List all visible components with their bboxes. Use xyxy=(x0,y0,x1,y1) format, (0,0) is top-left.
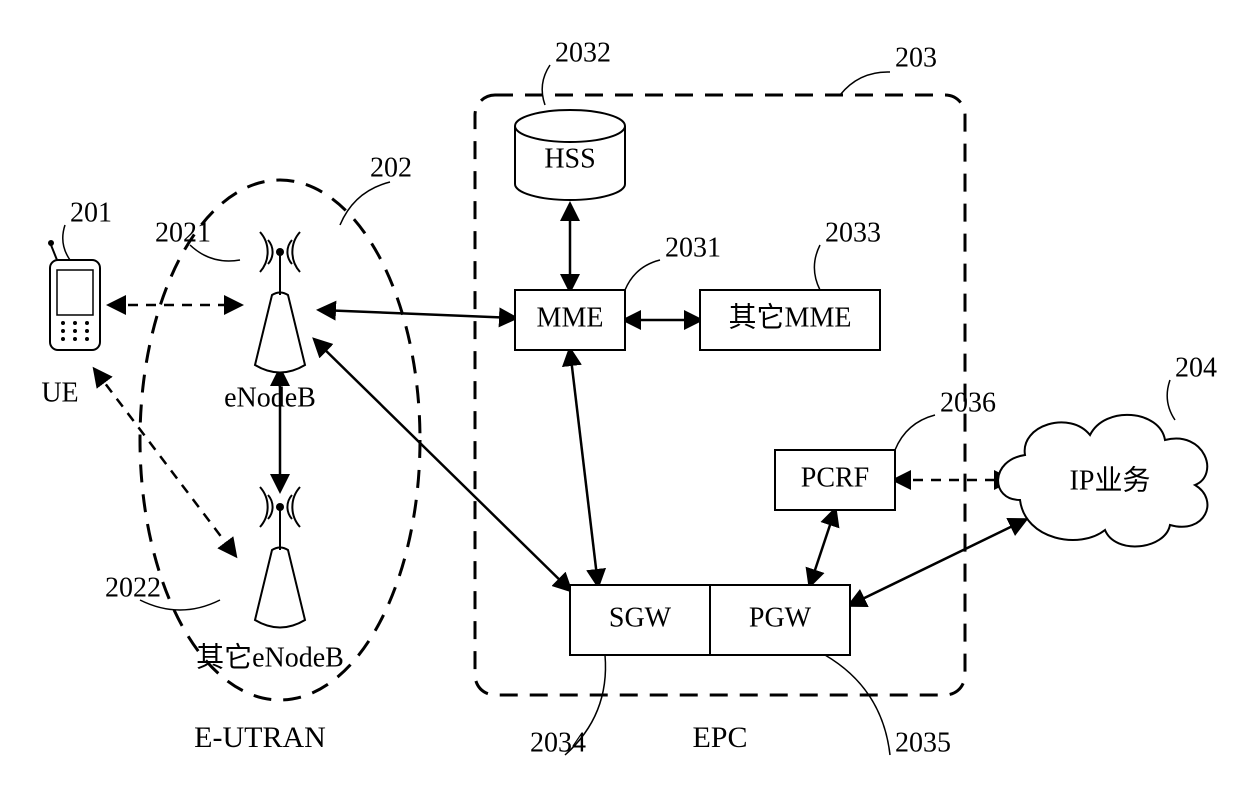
svg-text:2032: 2032 xyxy=(555,37,611,68)
svg-text:UE: UE xyxy=(41,377,78,408)
svg-text:2031: 2031 xyxy=(665,232,721,263)
pgw-box: PGW xyxy=(710,585,850,655)
svg-text:204: 204 xyxy=(1175,352,1217,383)
svg-text:SGW: SGW xyxy=(609,602,672,633)
svg-text:202: 202 xyxy=(370,152,412,183)
svg-text:2035: 2035 xyxy=(895,727,951,758)
svg-text:MME: MME xyxy=(537,302,604,333)
svg-text:HSS: HSS xyxy=(544,143,595,174)
edge-ue-enb2 xyxy=(95,370,235,555)
other-mme-box: 其它MME xyxy=(700,290,880,350)
svg-text:2036: 2036 xyxy=(940,387,996,418)
hss-cylinder-icon: HSS xyxy=(515,110,625,200)
edge-enb1-sgw xyxy=(315,340,570,590)
ip-cloud-icon: IP业务 xyxy=(998,415,1207,547)
edge-mme-sgw xyxy=(570,350,598,585)
mme-box: MME xyxy=(515,290,625,350)
svg-text:其它eNodeB: 其它eNodeB xyxy=(196,641,344,673)
svg-text:EPC: EPC xyxy=(692,721,747,754)
edge-pgw-ip xyxy=(850,520,1025,605)
svg-text:203: 203 xyxy=(895,42,937,73)
svg-text:2033: 2033 xyxy=(825,217,881,248)
svg-text:eNodeB: eNodeB xyxy=(224,382,316,413)
edge-enb1-mme xyxy=(320,310,515,318)
ue-phone-icon xyxy=(48,240,100,350)
pcrf-box: PCRF xyxy=(775,450,895,510)
svg-text:PCRF: PCRF xyxy=(801,462,870,493)
sgw-box: SGW xyxy=(570,585,710,655)
enodeb-icon xyxy=(255,232,305,373)
svg-text:IP业务: IP业务 xyxy=(1070,464,1151,496)
svg-text:其它MME: 其它MME xyxy=(729,301,852,333)
edge-pcrf-pgw xyxy=(810,510,835,585)
svg-text:201: 201 xyxy=(70,197,112,228)
enodeb-icon xyxy=(255,487,305,628)
svg-text:2021: 2021 xyxy=(155,217,211,248)
svg-text:2022: 2022 xyxy=(105,572,161,603)
svg-text:E-UTRAN: E-UTRAN xyxy=(194,721,326,754)
svg-text:PGW: PGW xyxy=(749,602,812,633)
